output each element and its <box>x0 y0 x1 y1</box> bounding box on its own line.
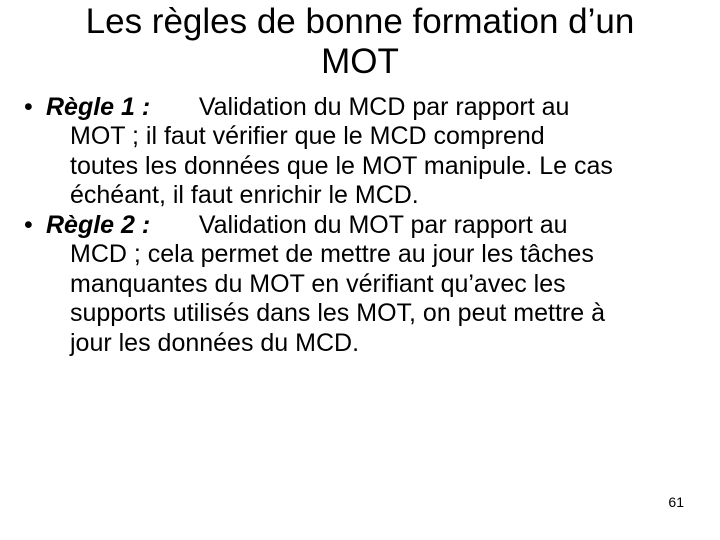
title-line-1: Les règles de bonne formation d’un <box>86 2 635 41</box>
rule-1-cont-2: toutes les données que le MOT manipule. … <box>22 152 698 182</box>
rule-2-cont-2: manquantes du MOT en vérifiant qu’avec l… <box>22 270 698 300</box>
rule-1-cont-3: échéant, il faut enrichir le MCD. <box>22 181 698 211</box>
rule-2-first-line: Règle 2 : Validation du MOT par rapport … <box>46 211 698 241</box>
bullet-icon: • <box>22 93 46 123</box>
rule-2-cont-3: supports utilisés dans les MOT, on peut … <box>22 299 698 329</box>
page-number: 61 <box>668 494 684 510</box>
rule-1-cont-1: MOT ; il faut vérifier que le MCD compre… <box>22 122 698 152</box>
rule-2-line-1: • Règle 2 : Validation du MOT par rappor… <box>22 211 698 241</box>
rule-2-cont-1: MCD ; cela permet de mettre au jour les … <box>22 240 698 270</box>
slide-body: • Règle 1 : Validation du MCD par rappor… <box>22 93 698 359</box>
rule-1-line-1: • Règle 1 : Validation du MCD par rappor… <box>22 93 698 123</box>
rule-2-cont-4: jour les données du MCD. <box>22 329 698 359</box>
rule-1-label: Règle 1 : <box>46 93 150 121</box>
slide-title: Les règles de bonne formation d’un MOT <box>22 0 698 83</box>
rule-2-rest: Validation du MOT par rapport au <box>199 211 568 239</box>
bullet-icon: • <box>22 211 46 241</box>
title-line-2: MOT <box>321 42 399 81</box>
rule-1-rest: Validation du MCD par rapport au <box>199 93 570 121</box>
rule-1-first-line: Règle 1 : Validation du MCD par rapport … <box>46 93 698 123</box>
slide: Les règles de bonne formation d’un MOT •… <box>0 0 720 540</box>
rule-2-label: Règle 2 : <box>46 211 150 239</box>
